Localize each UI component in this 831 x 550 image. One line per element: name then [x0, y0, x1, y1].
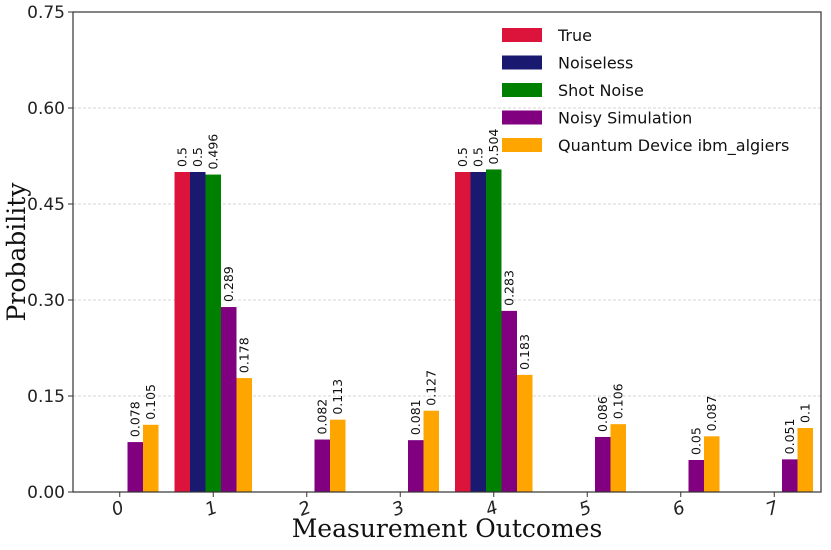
- data-label: 0.496: [205, 134, 220, 170]
- data-label: 0.113: [330, 379, 345, 415]
- y-tick-label: 0.75: [27, 3, 65, 23]
- data-label: 0.086: [595, 396, 610, 432]
- data-label: 0.05: [688, 427, 703, 455]
- bar-quantum-device-ibm-algiers-3: [423, 410, 439, 492]
- bar-quantum-device-ibm-algiers-5: [610, 424, 626, 492]
- bar-quantum-device-ibm-algiers-0: [143, 424, 159, 492]
- x-tick-label: 1: [202, 497, 220, 521]
- bar-noisy-simulation-4: [501, 310, 517, 492]
- bar-noiseless-1: [190, 172, 206, 492]
- bar-quantum-device-ibm-algiers-4: [517, 374, 533, 492]
- y-tick-label: 0.45: [27, 195, 65, 215]
- x-tick-label: 0: [109, 497, 127, 521]
- bar-quantum-device-ibm-algiers-2: [330, 419, 346, 492]
- bar-true-4: [455, 172, 471, 492]
- data-label: 0.081: [408, 399, 423, 435]
- legend-label: True: [557, 26, 592, 45]
- data-label: 0.1: [797, 403, 812, 423]
- bar-true-1: [174, 172, 190, 492]
- bar-noiseless-4: [470, 172, 486, 492]
- data-label: 0.082: [314, 399, 329, 435]
- data-label: 0.127: [423, 370, 438, 406]
- legend-swatch: [502, 55, 542, 70]
- bar-noisy-simulation-0: [127, 442, 143, 492]
- legend-label: Quantum Device ibm_algiers: [558, 136, 789, 156]
- legend-label: Shot Noise: [558, 81, 644, 100]
- x-tick-label: 6: [670, 497, 688, 521]
- y-axis-title: Probability: [2, 182, 31, 322]
- data-label: 0.283: [501, 270, 516, 306]
- y-tick-label: 0.60: [27, 99, 65, 119]
- data-label: 0.5: [455, 147, 470, 167]
- bar-noisy-simulation-7: [782, 459, 798, 492]
- data-label: 0.5: [190, 147, 205, 167]
- data-label: 0.5: [174, 147, 189, 167]
- bar-quantum-device-ibm-algiers-1: [236, 378, 252, 492]
- data-label: 0.078: [127, 401, 142, 437]
- legend-swatch: [502, 28, 542, 42]
- bars: [127, 169, 813, 492]
- y-tick-label: 0.30: [27, 291, 65, 311]
- bar-noisy-simulation-2: [314, 439, 330, 492]
- legend-swatch: [502, 110, 542, 125]
- legend-label: Noisy Simulation: [558, 109, 692, 128]
- bar-noisy-simulation-6: [688, 460, 704, 492]
- legend: True Noiseless Shot Noise Noisy Simulation Q…: [502, 26, 789, 156]
- data-label: 0.289: [221, 266, 236, 302]
- bar-shot-noise-1: [205, 174, 221, 492]
- y-tick-label: 0.00: [27, 483, 65, 503]
- bar-noisy-simulation-1: [221, 307, 237, 492]
- x-tick-label: 7: [763, 497, 781, 521]
- bar-quantum-device-ibm-algiers-6: [704, 436, 720, 492]
- bar-noisy-simulation-5: [595, 436, 611, 492]
- data-label: 0.178: [236, 337, 251, 373]
- data-label: 0.087: [704, 396, 719, 432]
- data-label: 0.105: [143, 384, 158, 420]
- y-axis-ticks: 0.00 0.15 0.30 0.45 0.60 0.75: [27, 3, 73, 503]
- y-tick-label: 0.15: [27, 387, 65, 407]
- data-label: 0.106: [610, 383, 625, 419]
- legend-swatch: [502, 83, 542, 97]
- data-label: 0.5: [470, 147, 485, 167]
- plot-frame: [72, 11, 822, 493]
- bar-quantum-device-ibm-algiers-7: [797, 428, 813, 492]
- x-axis-title: Measurement Outcomes: [292, 514, 603, 543]
- legend-label: Noiseless: [558, 54, 633, 73]
- data-label: 0.183: [517, 334, 532, 370]
- bar-shot-noise-4: [486, 169, 502, 492]
- data-label: 0.504: [486, 129, 501, 165]
- data-label: 0.051: [782, 419, 797, 455]
- legend-swatch: [502, 138, 542, 152]
- bar-noisy-simulation-3: [408, 440, 424, 492]
